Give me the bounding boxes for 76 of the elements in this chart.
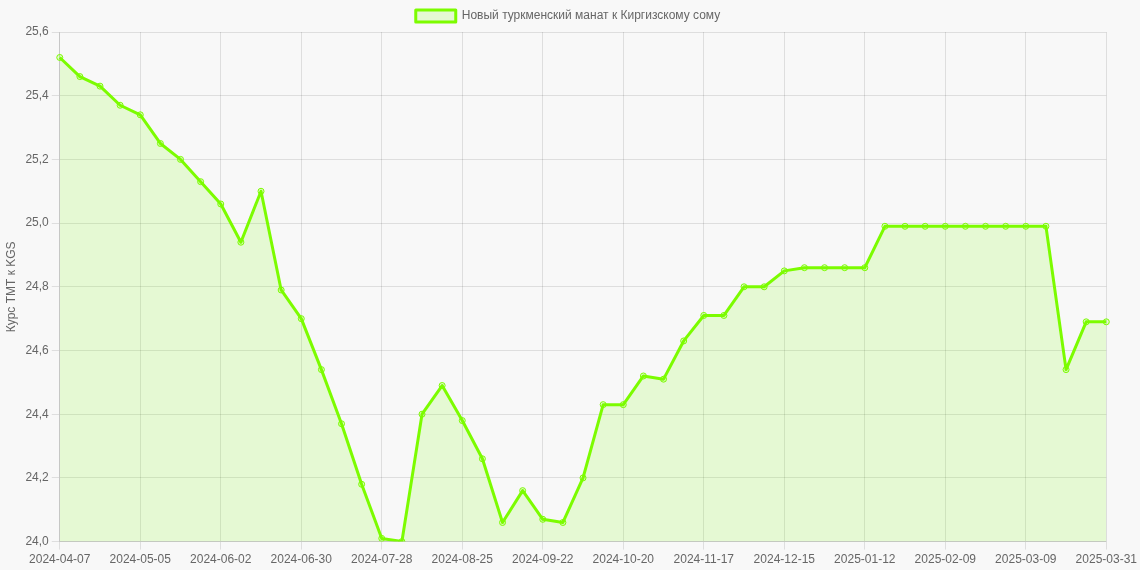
x-tick-label: 2024-06-02 (190, 552, 252, 567)
point (720, 311, 728, 319)
point (941, 222, 949, 230)
x-tick-label: 2024-11-17 (673, 552, 735, 567)
y-tick-label: 25,6 (25, 24, 50, 39)
point (116, 101, 124, 109)
point (982, 222, 990, 230)
point (56, 53, 64, 61)
x-tick-label: 2024-08-25 (431, 552, 494, 567)
point (559, 518, 567, 526)
point (821, 264, 829, 272)
point (358, 480, 366, 488)
y-tick-label: 24,6 (25, 342, 50, 357)
point (177, 155, 185, 163)
point (539, 515, 547, 523)
point (1022, 222, 1030, 230)
point (660, 375, 668, 383)
point (579, 474, 587, 482)
point (1082, 318, 1090, 326)
y-tick-label: 24,2 (25, 470, 50, 485)
point (297, 315, 305, 323)
x-tick-label: 2025-01-12 (834, 552, 896, 567)
y-tick-label: 24,0 (25, 533, 50, 548)
x-tick-label: 2024-09-22 (512, 552, 574, 567)
x-tick-label: 2024-07-28 (351, 552, 413, 567)
point (96, 82, 104, 90)
point (800, 264, 808, 272)
y-tick-label: 25,2 (25, 151, 50, 166)
x-tick-label: 2024-04-07 (29, 552, 91, 567)
point (861, 264, 869, 272)
point (1002, 222, 1010, 230)
point (378, 534, 386, 542)
y-axis-title: Курс ТМТ к KGS (3, 241, 18, 333)
point (1102, 318, 1110, 326)
point (700, 311, 708, 319)
point (841, 264, 849, 272)
point (156, 139, 164, 147)
point (519, 487, 527, 495)
x-tick-label: 2025-02-09 (914, 552, 977, 567)
legend-label: Новый туркменский манат к Киргизскому сому (461, 8, 721, 23)
point (901, 222, 909, 230)
x-tick-label: 2024-05-05 (109, 552, 172, 567)
y-tick-label: 25,0 (25, 215, 50, 230)
point (881, 222, 889, 230)
x-tick-label: 2024-10-20 (592, 552, 655, 567)
point (639, 372, 647, 380)
point (418, 410, 426, 418)
point (478, 455, 486, 463)
point (760, 283, 768, 291)
point (458, 417, 466, 425)
point (257, 187, 265, 195)
point (1042, 222, 1050, 230)
x-tick-label: 2025-03-09 (995, 552, 1057, 567)
point (680, 337, 688, 345)
point (619, 401, 627, 409)
point (780, 267, 788, 275)
point (599, 401, 607, 409)
point (438, 382, 446, 390)
x-tick-label: 2024-12-15 (753, 552, 816, 567)
point (338, 420, 346, 428)
y-tick-label: 25,4 (25, 88, 50, 103)
point (237, 238, 245, 246)
point (921, 222, 929, 230)
y-tick-label: 24,4 (25, 406, 50, 421)
x-tick-label: 2024-06-30 (270, 552, 333, 567)
point (961, 222, 969, 230)
point (76, 73, 84, 81)
point (1062, 366, 1070, 374)
point (197, 178, 205, 186)
point (317, 366, 325, 374)
point (277, 286, 285, 294)
y-tick-label: 24,8 (25, 279, 50, 294)
point (740, 283, 748, 291)
point (217, 200, 225, 208)
point (136, 111, 144, 119)
x-tick-label: 2025-03-31 (1075, 552, 1138, 567)
